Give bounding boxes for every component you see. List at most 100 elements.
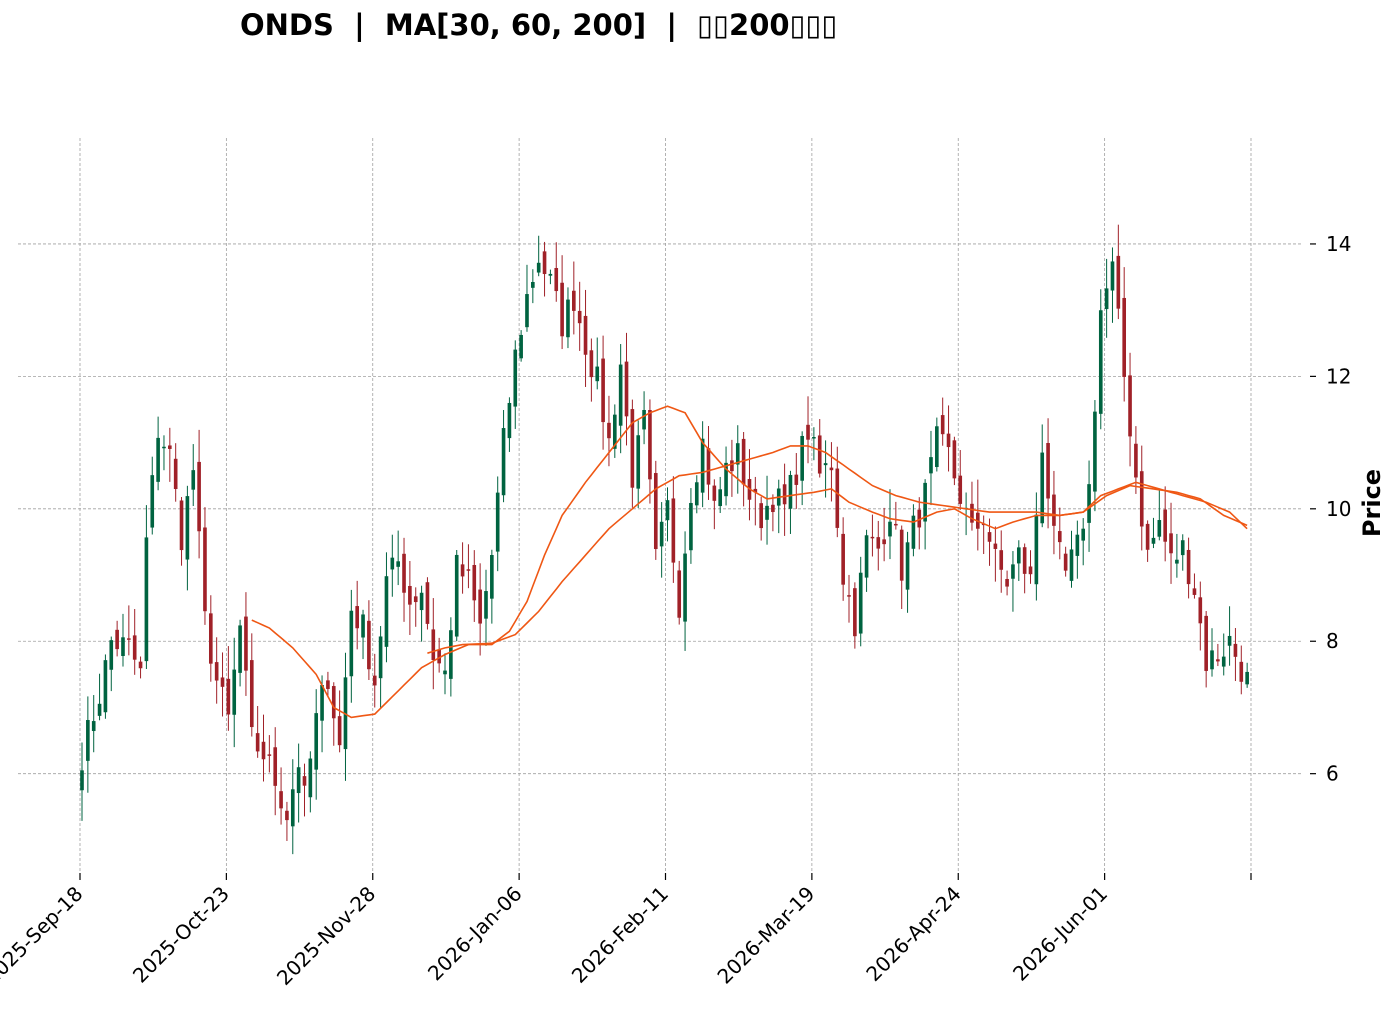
candle-body-down bbox=[847, 595, 851, 597]
candle-body-down bbox=[1052, 494, 1056, 526]
candle-body-up bbox=[290, 789, 295, 827]
candle-body-down bbox=[601, 358, 605, 423]
candle-body-up bbox=[618, 364, 623, 426]
y-axis-label: Price bbox=[1358, 469, 1386, 537]
candle-body-up bbox=[800, 435, 804, 481]
candle-body-down bbox=[1005, 578, 1009, 587]
x-tick-label: 2026-Feb-11 bbox=[567, 882, 673, 988]
candle-body-up bbox=[1040, 452, 1045, 524]
candle-body-down bbox=[630, 409, 635, 488]
candle-body-up bbox=[484, 591, 488, 619]
candle-body-down bbox=[472, 564, 477, 601]
candle-body-down bbox=[1192, 588, 1197, 595]
candle-body-up bbox=[1104, 288, 1109, 310]
candle-body-down bbox=[759, 503, 763, 529]
candle-body-down bbox=[1139, 471, 1144, 527]
candle-body-up bbox=[320, 685, 324, 721]
candle-body-down bbox=[653, 473, 658, 550]
candle-body-down bbox=[987, 532, 992, 542]
candle-body-down bbox=[741, 438, 746, 485]
candle-body-down bbox=[326, 680, 330, 689]
candle-body-down bbox=[624, 361, 629, 417]
candle-body-up bbox=[888, 521, 892, 537]
moving-average-layer bbox=[251, 405, 1248, 719]
candle-body-up bbox=[694, 482, 699, 506]
candle-body-down bbox=[899, 529, 904, 581]
candle-body-down bbox=[882, 539, 886, 545]
candle-body-up bbox=[314, 713, 319, 770]
candle-body-up bbox=[1075, 534, 1080, 556]
candle-body-down bbox=[138, 661, 143, 669]
candle-body-down bbox=[279, 791, 283, 809]
candle-body-down bbox=[817, 435, 822, 474]
candle-body-down bbox=[970, 503, 974, 523]
candle-body-down bbox=[835, 468, 840, 528]
candle-body-up bbox=[80, 770, 84, 791]
candle-body-down bbox=[782, 484, 787, 505]
candle-body-down bbox=[1128, 375, 1132, 437]
candle-body-down bbox=[1169, 533, 1173, 554]
candle-body-down bbox=[179, 500, 184, 551]
candle-body-down bbox=[220, 677, 225, 687]
candle-body-down bbox=[1233, 643, 1238, 657]
candle-body-up bbox=[150, 475, 155, 528]
candle-body-down bbox=[993, 543, 998, 549]
candle-body-up bbox=[232, 669, 237, 715]
candle-body-up bbox=[642, 409, 646, 430]
candle-body-down bbox=[168, 445, 172, 449]
candle-body-up bbox=[1110, 261, 1115, 291]
candle-body-down bbox=[853, 588, 857, 637]
candle-body-down bbox=[607, 422, 611, 439]
candle-body-down bbox=[794, 474, 799, 485]
candle-body-down bbox=[249, 660, 254, 728]
candle-body-up bbox=[1081, 528, 1086, 541]
x-tick-label: 2026-Apr-24 bbox=[861, 882, 965, 986]
candle-body-up bbox=[718, 489, 723, 507]
candle-body-up bbox=[724, 462, 728, 497]
candle-body-down bbox=[841, 533, 845, 585]
candle-body-up bbox=[548, 273, 553, 276]
candle-body-down bbox=[208, 613, 213, 664]
candle-body-down bbox=[1186, 549, 1191, 585]
candle-body-down bbox=[1198, 597, 1203, 624]
candle-body-up bbox=[162, 446, 166, 449]
candle-body-down bbox=[127, 638, 131, 640]
candle-body-up bbox=[812, 437, 816, 439]
candle-body-down bbox=[337, 716, 342, 746]
candle-body-up bbox=[86, 720, 90, 761]
candle-body-up bbox=[238, 625, 242, 673]
candle-body-down bbox=[771, 504, 775, 513]
candle-body-down bbox=[460, 564, 465, 577]
candle-body-down bbox=[870, 536, 875, 539]
candle-body-down bbox=[554, 268, 559, 292]
candle-body-up bbox=[121, 637, 125, 657]
candle-body-down bbox=[273, 747, 278, 786]
candle-body-up bbox=[612, 414, 617, 449]
candle-body-down bbox=[1134, 443, 1138, 478]
candle-body-down bbox=[946, 433, 951, 448]
candle-body-up bbox=[1210, 650, 1214, 670]
candle-body-down bbox=[437, 649, 441, 664]
candle-body-down bbox=[952, 440, 957, 479]
candle-body-down bbox=[1063, 553, 1068, 571]
candle-body-up bbox=[1016, 547, 1021, 564]
candle-body-up bbox=[1227, 635, 1232, 646]
candle-body-down bbox=[1163, 509, 1167, 542]
x-tick-label: 2025-Nov-28 bbox=[272, 882, 380, 990]
x-tick-label: 2025-Sep-18 bbox=[0, 882, 88, 990]
candle-body-down bbox=[203, 527, 207, 612]
candle-body-up bbox=[665, 500, 670, 521]
x-tick-label: 2025-Oct-23 bbox=[128, 882, 234, 988]
candle-layer bbox=[80, 224, 1249, 855]
y-tick-label: 10 bbox=[1326, 497, 1351, 521]
candle-body-up bbox=[525, 294, 529, 328]
candle-body-down bbox=[753, 488, 758, 493]
ma-line-ma60 bbox=[427, 445, 1248, 654]
candle-body-up bbox=[911, 515, 916, 549]
candle-body-up bbox=[858, 572, 863, 634]
x-tick-label: 2026-Jan-06 bbox=[423, 882, 527, 986]
candle-body-down bbox=[173, 458, 178, 490]
candle-body-up bbox=[449, 630, 453, 679]
candle-body-up bbox=[1034, 514, 1039, 585]
